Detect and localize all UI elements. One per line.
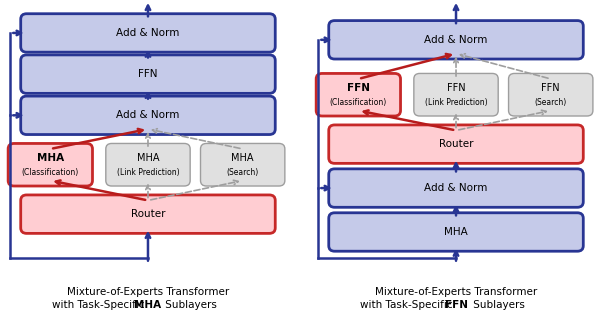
FancyBboxPatch shape (21, 195, 275, 233)
FancyBboxPatch shape (8, 144, 92, 186)
Text: MHA: MHA (37, 153, 64, 163)
Text: (Classification): (Classification) (330, 98, 387, 107)
Text: Sublayers: Sublayers (162, 300, 217, 310)
Text: MHA: MHA (137, 153, 159, 163)
FancyBboxPatch shape (329, 21, 583, 59)
Text: MHA: MHA (135, 300, 161, 310)
FancyBboxPatch shape (21, 55, 275, 93)
FancyBboxPatch shape (106, 144, 190, 186)
Text: Mixture-of-Experts Transformer: Mixture-of-Experts Transformer (67, 287, 229, 297)
FancyBboxPatch shape (21, 96, 275, 134)
Text: (Link Prediction): (Link Prediction) (425, 98, 487, 107)
Text: MHA: MHA (444, 227, 468, 237)
Text: Add & Norm: Add & Norm (117, 110, 179, 120)
FancyBboxPatch shape (414, 73, 498, 116)
Text: FFN: FFN (445, 300, 467, 310)
Text: Router: Router (130, 209, 165, 219)
FancyBboxPatch shape (329, 125, 583, 163)
Text: Add & Norm: Add & Norm (117, 28, 179, 38)
Text: Router: Router (439, 139, 474, 149)
FancyBboxPatch shape (316, 73, 400, 116)
Text: Add & Norm: Add & Norm (425, 183, 487, 193)
Text: FFN: FFN (541, 83, 560, 93)
Text: Add & Norm: Add & Norm (425, 35, 487, 45)
Text: FFN: FFN (447, 83, 465, 93)
FancyBboxPatch shape (21, 14, 275, 52)
FancyBboxPatch shape (509, 73, 593, 116)
Text: MHA: MHA (231, 153, 254, 163)
Text: FFN: FFN (138, 69, 158, 79)
Text: (Search): (Search) (226, 168, 259, 177)
Text: Sublayers: Sublayers (470, 300, 525, 310)
Text: with Task-Specific: with Task-Specific (360, 300, 456, 310)
FancyBboxPatch shape (201, 144, 285, 186)
Text: Mixture-of-Experts Transformer: Mixture-of-Experts Transformer (375, 287, 537, 297)
FancyBboxPatch shape (329, 213, 583, 251)
Text: (Classification): (Classification) (22, 168, 79, 177)
Text: (Link Prediction): (Link Prediction) (117, 168, 179, 177)
FancyBboxPatch shape (329, 169, 583, 207)
Text: with Task-Specific: with Task-Specific (52, 300, 148, 310)
Text: (Search): (Search) (535, 98, 567, 107)
Text: FFN: FFN (347, 83, 370, 93)
